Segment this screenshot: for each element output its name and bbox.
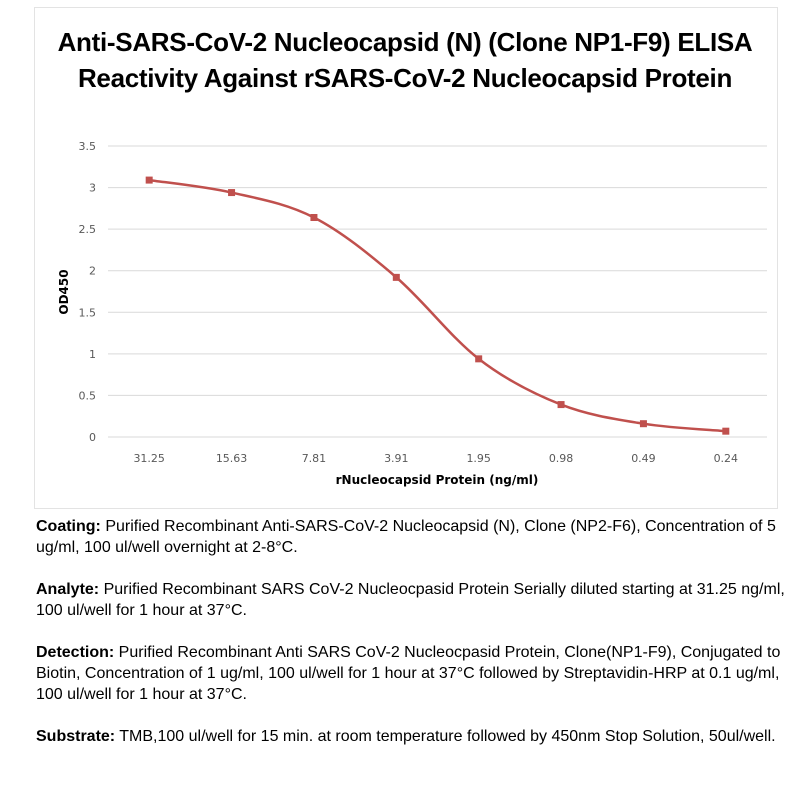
- data-point: [145, 176, 153, 184]
- y-tick-labels: 0 0.5 1 1.5 2 2.5 3 3.5: [79, 140, 97, 444]
- line-chart: 0 0.5 1 1.5 2 2.5 3 3.5 31.25 15.63 7.81 3.91 1.95 0…: [57, 140, 767, 487]
- note-label: Coating:: [36, 518, 101, 535]
- y-tick-label: 2: [89, 265, 96, 278]
- data-point: [557, 401, 565, 409]
- series-line: [149, 178, 726, 433]
- note-text: Purified Recombinant Anti-SARS-CoV-2 Nuc…: [36, 518, 776, 556]
- y-axis-title: OD450: [57, 269, 71, 314]
- x-tick-label: 0.24: [714, 452, 739, 465]
- note-label: Detection:: [36, 644, 115, 661]
- x-axis-title: rNucleocapsid Protein (ng/ml): [336, 473, 539, 487]
- x-tick-labels: 31.25 15.63 7.81 3.91 1.95 0.98 0.49 0.24: [133, 452, 738, 465]
- note-text: Purified Recombinant SARS CoV-2 Nucleocp…: [36, 581, 785, 619]
- data-point: [639, 420, 647, 428]
- note-coating: Coating: Purified Recombinant Anti-SARS-…: [36, 516, 786, 558]
- protocol-notes: Coating: Purified Recombinant Anti-SARS-…: [36, 516, 786, 768]
- data-point: [392, 273, 400, 281]
- x-tick-label: 0.98: [549, 452, 574, 465]
- chart-title: Anti-SARS-CoV-2 Nucleocapsid (N) (Clone …: [20, 24, 790, 96]
- x-tick-label: 31.25: [133, 452, 165, 465]
- note-detection: Detection: Purified Recombinant Anti SAR…: [36, 642, 786, 705]
- note-text: Purified Recombinant Anti SARS CoV-2 Nuc…: [36, 644, 781, 703]
- note-text: TMB,100 ul/well for 15 min. at room temp…: [115, 728, 776, 745]
- y-tick-label: 0.5: [79, 389, 97, 402]
- note-label: Analyte:: [36, 581, 100, 598]
- y-tick-label: 3: [89, 182, 96, 195]
- series-group: [145, 176, 730, 435]
- x-tick-label: 15.63: [216, 452, 248, 465]
- y-tick-label: 2.5: [79, 223, 97, 236]
- data-point: [475, 355, 483, 363]
- chart-title-line-2: Reactivity Against rSARS-CoV-2 Nucleocap…: [77, 63, 733, 93]
- data-point: [722, 427, 730, 435]
- y-tick-label: 0: [89, 431, 96, 444]
- data-point: [310, 214, 318, 222]
- y-tick-label: 1: [89, 348, 96, 361]
- y-tick-label: 1.5: [79, 306, 97, 319]
- x-tick-label: 1.95: [466, 452, 491, 465]
- note-substrate: Substrate: TMB,100 ul/well for 15 min. a…: [36, 726, 786, 747]
- data-point: [228, 189, 236, 197]
- note-analyte: Analyte: Purified Recombinant SARS CoV-2…: [36, 579, 786, 621]
- note-label: Substrate:: [36, 728, 116, 745]
- x-tick-label: 7.81: [302, 452, 327, 465]
- x-tick-label: 0.49: [631, 452, 656, 465]
- x-tick-label: 3.91: [384, 452, 409, 465]
- y-tick-label: 3.5: [79, 140, 97, 153]
- gridlines: [108, 145, 767, 438]
- chart-title-line-1: Anti-SARS-CoV-2 Nucleocapsid (N) (Clone …: [57, 27, 753, 57]
